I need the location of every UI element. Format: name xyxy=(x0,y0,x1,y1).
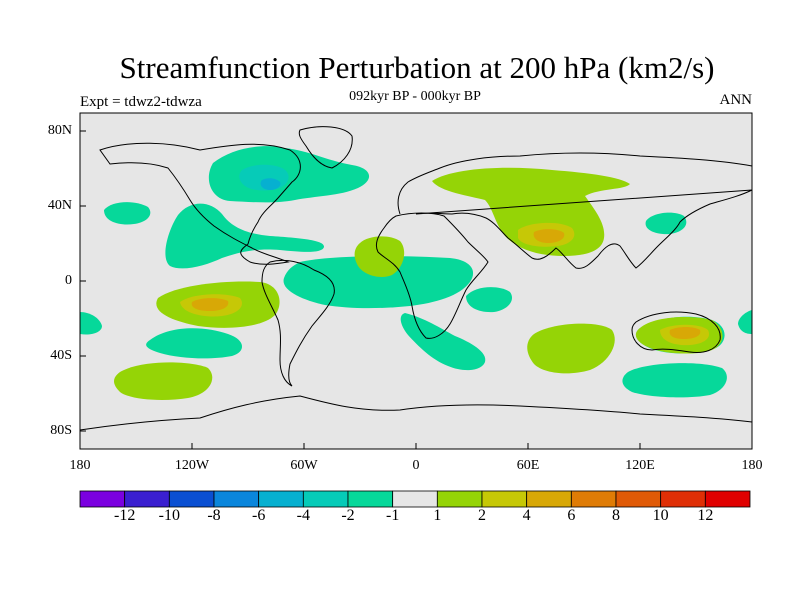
coast-south-america xyxy=(261,259,335,387)
lat-label-80n: 80N xyxy=(47,123,72,138)
contour-neg-southern-indian xyxy=(400,313,486,371)
colorbar-box xyxy=(213,490,260,508)
contour-neg-west-edge xyxy=(80,312,102,335)
contour-neg-southern-ocean-east xyxy=(622,363,727,398)
colorbar-box xyxy=(302,490,349,508)
plot-title: Streamfunction Perturbation at 200 hPa (… xyxy=(119,50,715,85)
contour-neg-east-africa xyxy=(466,287,513,313)
contour-pos-eurasia-peak xyxy=(533,229,565,243)
colorbar-label: 6 xyxy=(567,507,576,524)
colorbar-label: -8 xyxy=(207,507,221,524)
colorbar-label: 8 xyxy=(612,507,620,524)
coastlines xyxy=(79,126,753,431)
colorbar-label: -1 xyxy=(385,507,400,524)
coast-australia xyxy=(631,311,721,353)
colorbar-box xyxy=(526,490,572,508)
colorbar-box xyxy=(168,490,215,508)
colorbar-box xyxy=(615,490,662,508)
lon-label-60e: 60E xyxy=(516,458,540,473)
contour-pos-indian-south xyxy=(527,323,615,374)
colorbar-box xyxy=(258,490,304,508)
colorbar-box xyxy=(79,490,126,508)
contour-neg-north-america xyxy=(208,146,370,203)
season-label: ANN xyxy=(719,92,753,108)
plot-subtitle: 092kyr BP - 000kyr BP xyxy=(349,89,481,104)
colorbar-box xyxy=(704,490,751,508)
colorbar-label: -10 xyxy=(158,507,180,524)
colorbar-box xyxy=(392,490,438,508)
contour-neg-north-pacific xyxy=(104,202,151,225)
colorbar-box xyxy=(436,490,483,508)
contour-neg-west-pacific xyxy=(645,212,687,235)
lat-label-80s: 80S xyxy=(50,423,72,438)
lon-label-180e: 180 xyxy=(741,458,763,473)
lon-label-120w: 120W xyxy=(174,458,210,473)
colorbar-label: 2 xyxy=(478,507,486,524)
colorbar-label: 4 xyxy=(522,507,531,524)
colorbar-label: -2 xyxy=(341,507,355,524)
colorbar-label: -6 xyxy=(251,507,266,524)
contour-pos-southern-ocean-west xyxy=(114,362,213,400)
contour-neg-pacific-east xyxy=(165,203,325,269)
coast-eurasia xyxy=(397,152,753,269)
lon-label-60w: 60W xyxy=(290,458,318,473)
lat-label-40n: 40N xyxy=(47,198,72,213)
contour-neg-south-pacific xyxy=(146,328,243,359)
colorbar-label: 10 xyxy=(652,507,669,524)
contour-neg-east-edge xyxy=(738,310,752,334)
lon-label-120e: 120E xyxy=(625,458,655,473)
contour-pos-south-pacific-peak xyxy=(191,298,229,311)
coast-africa xyxy=(375,212,489,339)
contour-pos-australia-peak xyxy=(669,327,701,339)
contour-neg-south-atlantic xyxy=(283,256,474,309)
contour-neg-north-america-peak xyxy=(260,178,281,190)
colorbar-box xyxy=(660,490,706,508)
colorbar-box xyxy=(570,490,617,508)
coast-north-america xyxy=(99,142,301,265)
lat-label-0: 0 xyxy=(65,273,72,288)
contour-pos-africa-north xyxy=(354,236,405,277)
colorbar-label: -4 xyxy=(296,507,310,524)
contour-regions xyxy=(80,146,752,400)
colorbar-box xyxy=(481,490,528,508)
colorbar-box xyxy=(347,490,394,508)
coast-greenland xyxy=(298,126,353,169)
colorbar xyxy=(79,490,751,508)
colorbar-label: -12 xyxy=(113,507,136,524)
colorbar-box xyxy=(124,490,170,508)
colorbar-label: 12 xyxy=(697,507,714,524)
experiment-label: Expt = tdwz2-tdwza xyxy=(80,94,202,110)
lon-label-180w: 180 xyxy=(69,458,91,473)
contour-pos-eurasia xyxy=(432,167,630,256)
lat-label-40s: 40S xyxy=(50,348,72,363)
coast-antarctica xyxy=(79,395,753,431)
colorbar-label: 1 xyxy=(433,507,442,524)
lon-label-0: 0 xyxy=(412,458,420,473)
axis-ticks xyxy=(80,130,641,449)
